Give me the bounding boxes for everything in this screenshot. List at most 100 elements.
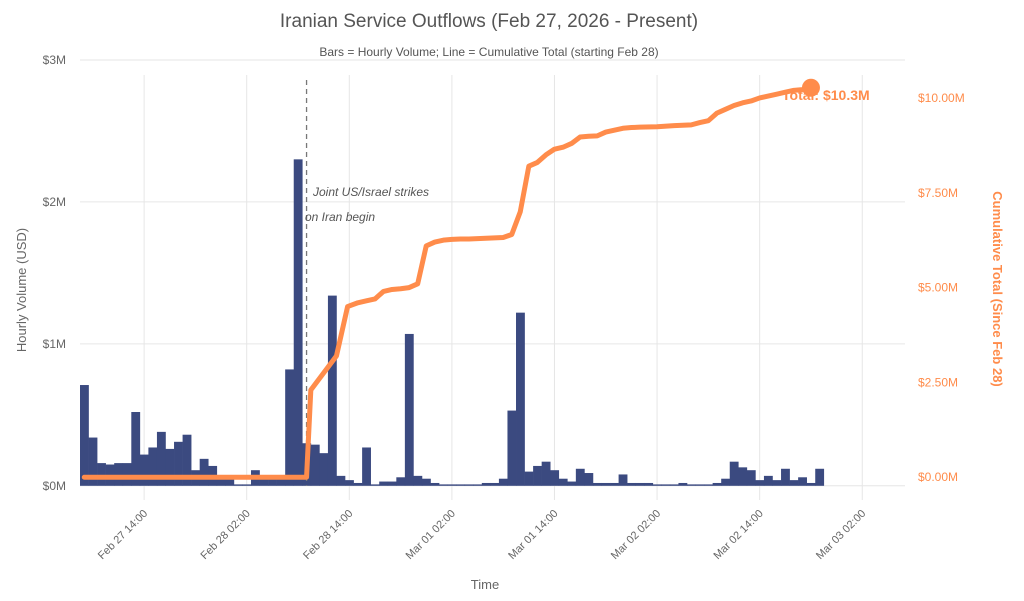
hourly-volume-bar (148, 447, 158, 486)
hourly-volume-bar (652, 484, 662, 486)
x-tick-label: Feb 28 14:00 (301, 508, 355, 562)
hourly-volume-bar (327, 295, 337, 486)
hourly-volume-bar (746, 470, 756, 486)
cumulative-total-line (81, 85, 814, 480)
hourly-volume-bar (370, 484, 380, 486)
hourly-volume-bar (139, 454, 149, 486)
hourly-volume-bar (473, 484, 483, 486)
hourly-volume-bar (524, 471, 534, 486)
hourly-volume-bar (601, 482, 611, 486)
hourly-volume-bar (490, 482, 500, 486)
hourly-volume-bar (686, 484, 696, 486)
y-left-tick-label: $0M (43, 479, 66, 493)
hourly-volume-bar (379, 481, 389, 486)
y-right-tick-label: $0.00M (918, 470, 958, 484)
y-right-tick-label: $7.50M (918, 186, 958, 200)
hourly-volume-bar (516, 312, 525, 486)
x-tick-label: Mar 02 14:00 (711, 508, 765, 562)
grid-layer (80, 59, 905, 500)
hourly-volume-bar (182, 434, 192, 486)
y-axis-right-title: Cumulative Total (Since Feb 28) (990, 191, 1005, 387)
hourly-volume-bar (80, 385, 89, 486)
hourly-volume-bar (114, 463, 124, 486)
hourly-volume-bar (592, 482, 602, 486)
hourly-volume-bar (199, 458, 209, 486)
hourly-volume-bar (276, 475, 286, 486)
y-right-tick-label: $2.50M (918, 375, 958, 389)
hourly-volume-bar (353, 482, 363, 486)
hourly-volume-bar (541, 461, 551, 486)
hourly-volume-bar (285, 369, 295, 486)
bars-layer (80, 159, 825, 486)
y-axis-left-title: Hourly Volume (USD) (14, 228, 29, 352)
hourly-volume-bar (498, 478, 508, 486)
event-annotation-line2: on Iran begin (305, 210, 375, 224)
chart-subtitle: Bars = Hourly Volume; Line = Cumulative … (319, 45, 658, 59)
hourly-volume-bar (661, 484, 671, 486)
hourly-volume-bar (310, 444, 320, 486)
annotation-layer: Joint US/Israel strikes on Iran begin To… (305, 87, 870, 224)
hourly-volume-bar (635, 482, 645, 486)
hourly-volume-bar (763, 475, 773, 486)
hourly-volume-bar (798, 477, 807, 486)
hourly-volume-bar (88, 437, 98, 486)
hourly-volume-bar (558, 478, 568, 486)
hourly-volume-bar (345, 480, 354, 486)
hourly-volume-bar (627, 482, 636, 486)
hourly-volume-bar (421, 478, 431, 486)
hourly-volume-bar (481, 482, 491, 486)
hourly-volume-bar (815, 468, 825, 486)
hourly-volume-bar (439, 484, 448, 486)
hourly-volume-bar (97, 463, 106, 486)
x-tick-label: Feb 28 02:00 (198, 508, 252, 562)
line-layer (81, 78, 820, 486)
hourly-volume-bar (362, 447, 371, 486)
event-annotation-line1: Joint US/Israel strikes (312, 185, 429, 199)
hourly-volume-bar (712, 482, 722, 486)
hourly-volume-bar (669, 484, 679, 486)
hourly-volume-bar (396, 477, 406, 486)
hourly-volume-bar (507, 410, 517, 486)
hourly-volume-bar (404, 333, 414, 486)
hourly-volume-bar (704, 484, 713, 486)
y-left-tick-label: $3M (43, 53, 66, 67)
y-left-tick-label: $2M (43, 195, 66, 209)
total-marker-dot (801, 78, 820, 97)
hourly-volume-bar (772, 480, 782, 486)
hourly-volume-bar (755, 480, 765, 486)
hourly-volume-bar (319, 453, 329, 486)
hourly-volume-bar (695, 484, 705, 486)
y-right-tick-label: $10.00M (918, 91, 965, 105)
hourly-volume-bar (430, 482, 440, 486)
x-axis-title: Time (471, 577, 499, 592)
x-tick-label: Mar 03 02:00 (814, 508, 868, 562)
hourly-volume-bar (165, 448, 175, 486)
hourly-volume-bar (678, 482, 688, 486)
hourly-volume-bar (567, 481, 577, 486)
chart-title: Iranian Service Outflows (Feb 27, 2026 -… (280, 11, 698, 32)
hourly-volume-bar (233, 484, 243, 486)
y-right-tick-label: $5.00M (918, 281, 958, 295)
hourly-volume-bar (806, 482, 816, 486)
hourly-volume-bar (610, 482, 619, 486)
hourly-volume-bar (618, 474, 628, 486)
x-tick-label: Mar 01 14:00 (506, 508, 560, 562)
hourly-volume-bar (738, 467, 748, 486)
hourly-volume-bar (122, 463, 132, 486)
hourly-volume-bar (336, 475, 346, 486)
hourly-volume-bar (721, 478, 731, 486)
hourly-volume-bar (584, 473, 594, 486)
hourly-volume-bar (447, 484, 457, 486)
hourly-volume-bar (216, 478, 226, 486)
hourly-volume-bar (456, 484, 466, 486)
hourly-volume-bar (242, 484, 252, 486)
hourly-volume-bar (789, 480, 799, 486)
total-label: Total: $10.3M (782, 87, 870, 103)
hourly-volume-bar (644, 482, 654, 486)
hourly-volume-bar (225, 478, 235, 486)
hourly-volume-bar (464, 484, 474, 486)
x-tick-label: Mar 02 02:00 (609, 508, 663, 562)
y-left-tick-label: $1M (43, 337, 66, 351)
